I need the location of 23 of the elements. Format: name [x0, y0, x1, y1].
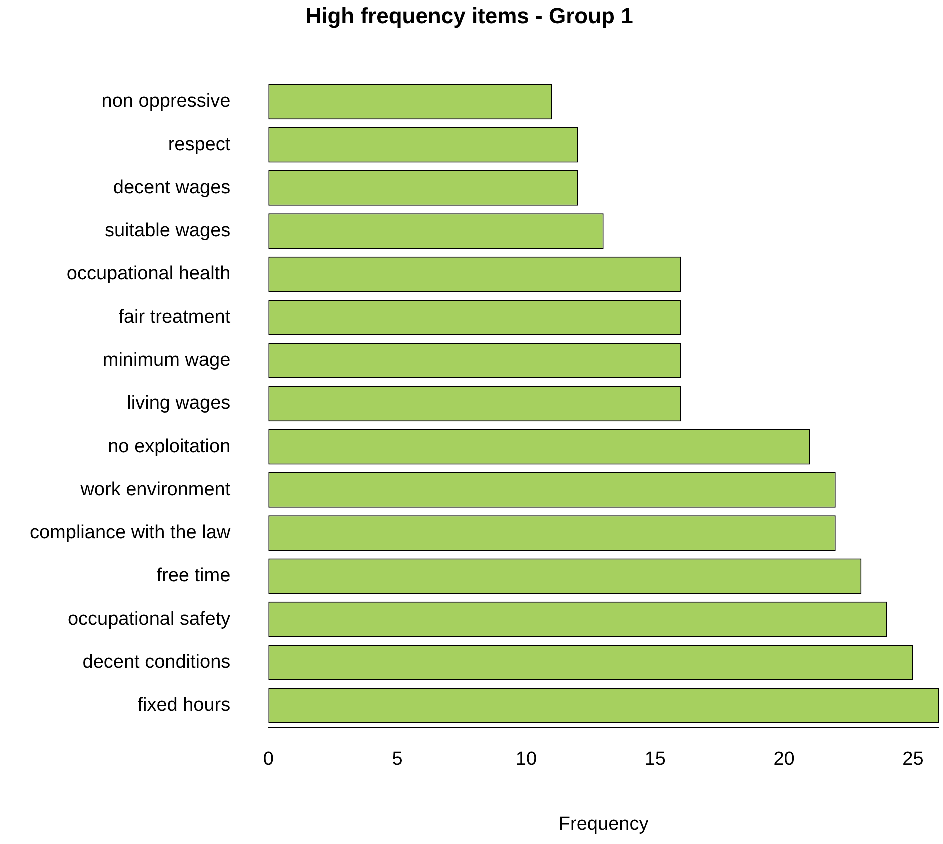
y-tick-label: no exploitation: [108, 436, 231, 458]
y-tick-label: suitable wages: [104, 220, 231, 242]
y-tick-label: compliance with the law: [30, 522, 231, 544]
x-tick-label: 15: [644, 749, 666, 770]
chart-title: High frequency items - Group 1: [306, 3, 634, 28]
x-tick-label: 10: [516, 749, 538, 770]
x-axis-title: Frequency: [558, 814, 650, 835]
x-tick-label: 20: [774, 749, 795, 770]
y-tick-label: occupational safety: [68, 608, 232, 630]
x-tick-label: 25: [902, 749, 924, 770]
y-tick-label: respect: [168, 134, 232, 156]
y-tick-label: fair treatment: [118, 306, 232, 328]
x-tick-label: 5: [392, 749, 403, 770]
y-tick-label: non oppressive: [102, 91, 231, 112]
y-tick-label: work environment: [80, 479, 232, 500]
y-tick-label: fixed hours: [138, 695, 231, 716]
y-tick-label: living wages: [127, 393, 231, 414]
y-tick-label: decent conditions: [82, 652, 231, 673]
y-tick-label: free time: [156, 566, 231, 587]
x-tick-label: 0: [263, 749, 274, 770]
y-tick-label: decent wages: [113, 177, 231, 198]
y-tick-label: minimum wage: [102, 350, 231, 371]
y-tick-label: occupational health: [66, 264, 231, 285]
